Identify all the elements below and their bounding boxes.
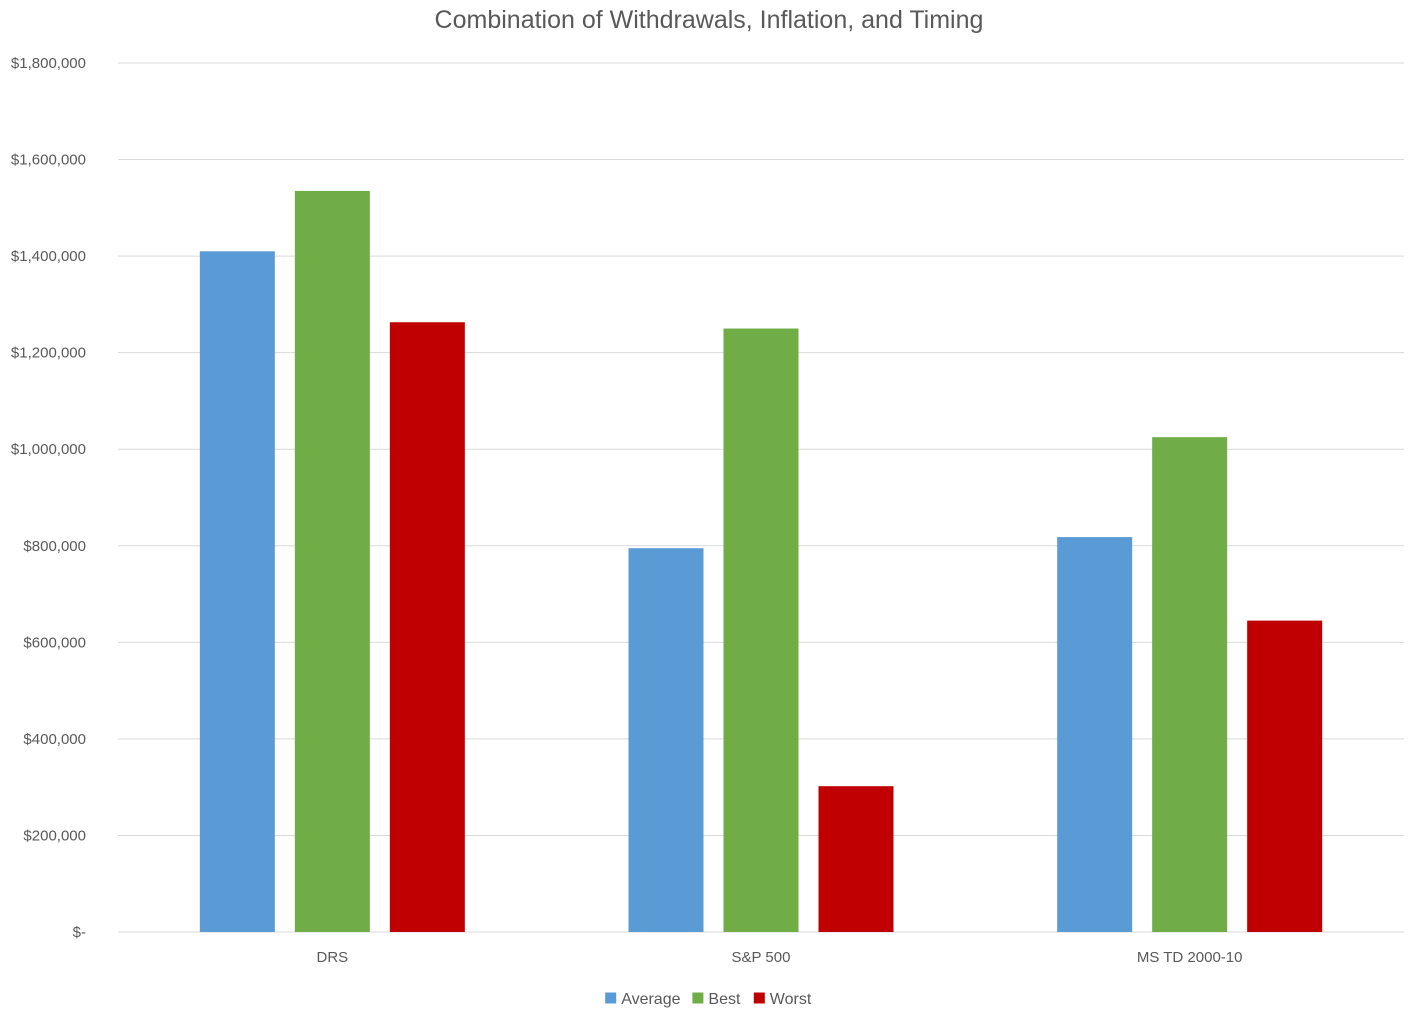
bar-best <box>294 190 370 933</box>
bar-average <box>628 548 704 932</box>
legend-label-worst: Worst <box>770 991 812 1008</box>
y-tick-label: $- <box>73 924 86 941</box>
y-tick-label: $600,000 <box>23 634 86 651</box>
x-category-label: S&P 500 <box>732 949 791 966</box>
bar-average <box>1057 537 1133 932</box>
legend: Average Best Worst <box>605 991 812 1008</box>
legend-label-best: Best <box>708 991 741 1008</box>
bar-worst <box>389 322 465 932</box>
bar-best <box>1152 437 1228 932</box>
bar-worst <box>1247 620 1323 932</box>
y-tick-label: $1,800,000 <box>11 55 86 72</box>
legend-swatch-average <box>605 992 617 1004</box>
bar-average <box>199 251 275 933</box>
y-tick-label: $200,000 <box>23 827 86 844</box>
y-tick-label: $1,200,000 <box>11 345 86 362</box>
legend-swatch-worst <box>753 992 765 1004</box>
y-tick-label: $1,400,000 <box>11 248 86 265</box>
legend-swatch-best <box>692 992 704 1004</box>
y-tick-label: $800,000 <box>23 538 86 555</box>
bar-best <box>723 328 799 932</box>
y-axis-tick-labels: $- $200,000 $400,000 $600,000 $800,000 $1,000… <box>11 55 86 941</box>
legend-label-average: Average <box>621 991 680 1008</box>
x-category-label: MS TD 2000-10 <box>1137 949 1243 966</box>
y-tick-label: $400,000 <box>23 731 86 748</box>
chart-title: Combination of Withdrawals, Inflation, a… <box>435 6 984 34</box>
x-axis-category-labels: DRS S&P 500 MS TD 2000-10 <box>316 949 1242 966</box>
bars <box>199 190 1323 933</box>
y-tick-label: $1,000,000 <box>11 441 86 458</box>
x-category-label: DRS <box>316 949 348 966</box>
y-tick-label: $1,600,000 <box>11 152 86 169</box>
bar-worst <box>818 786 894 932</box>
